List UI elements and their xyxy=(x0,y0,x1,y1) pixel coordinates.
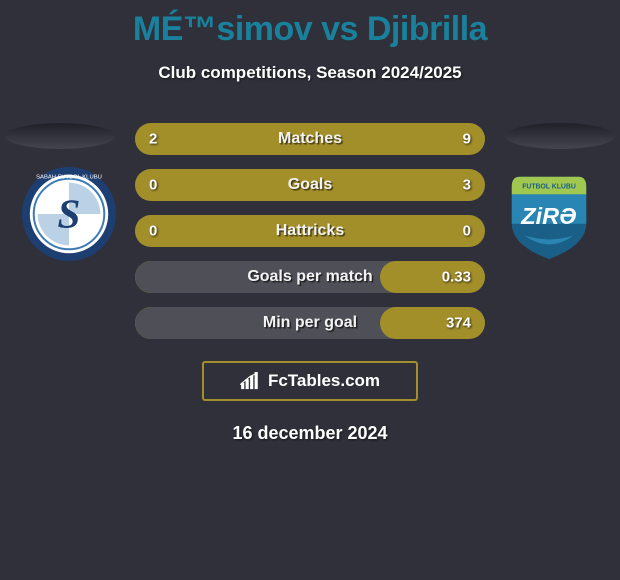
svg-text:S: S xyxy=(58,191,81,237)
stat-row: 374Min per goal xyxy=(135,307,485,339)
stat-row: 03Goals xyxy=(135,169,485,201)
svg-text:SABAH FUTBOL KLUBU: SABAH FUTBOL KLUBU xyxy=(36,175,102,181)
team-badge-left: S SABAH FUTBOL KLUBU xyxy=(20,165,118,263)
page-subtitle: Club competitions, Season 2024/2025 xyxy=(0,63,620,83)
watermark: FcTables.com xyxy=(202,361,418,401)
chart-bars-icon xyxy=(240,372,262,390)
stat-label: Min per goal xyxy=(135,314,485,332)
badge-shadow-left xyxy=(5,123,115,149)
stat-label: Hattricks xyxy=(135,222,485,240)
stat-label: Goals xyxy=(135,176,485,194)
svg-text:ZiRƏ: ZiRƏ xyxy=(520,203,576,229)
stat-label: Goals per match xyxy=(135,268,485,286)
stat-label: Matches xyxy=(135,130,485,148)
svg-text:FUTBOL KLUBU: FUTBOL KLUBU xyxy=(522,184,576,191)
page-title: MÉ™simov vs Djibrilla xyxy=(0,0,620,49)
stats-container: 29Matches 03Goals 00Hattricks 0.33Goals per… xyxy=(135,123,485,339)
watermark-text: FcTables.com xyxy=(268,371,380,391)
stat-row: 0.33Goals per match xyxy=(135,261,485,293)
comparison-content: S SABAH FUTBOL KLUBU FUTBOL KLUBU ZiRƏ 2… xyxy=(0,123,620,444)
badge-shadow-right xyxy=(505,123,615,149)
date-label: 16 december 2024 xyxy=(0,423,620,444)
stat-row: 29Matches xyxy=(135,123,485,155)
stat-row: 00Hattricks xyxy=(135,215,485,247)
team-badge-right: FUTBOL KLUBU ZiRƏ xyxy=(500,165,598,263)
